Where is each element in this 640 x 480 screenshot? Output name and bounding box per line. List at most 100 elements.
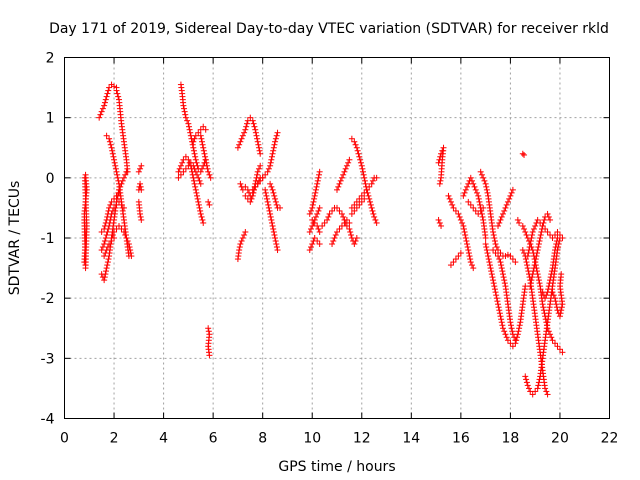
- data-point: [544, 228, 551, 235]
- data-point: [509, 256, 516, 263]
- data-point: [205, 325, 212, 332]
- data-point: [306, 228, 313, 235]
- data-point: [456, 213, 463, 220]
- data-point: [316, 171, 323, 178]
- data-point: [267, 159, 274, 166]
- data-point: [137, 210, 144, 217]
- data-point: [554, 343, 561, 350]
- chart-title: Day 171 of 2019, Sidereal Day-to-day VTE…: [49, 21, 609, 37]
- data-point: [352, 141, 359, 148]
- data-point: [255, 165, 262, 172]
- y-axis-title: SDTVAR / TECUs: [7, 181, 23, 296]
- data-point: [98, 108, 105, 115]
- data-point: [529, 271, 536, 278]
- data-point: [187, 159, 194, 166]
- data-point: [483, 183, 490, 190]
- data-point: [109, 147, 116, 154]
- data-point: [472, 186, 479, 193]
- data-point: [552, 295, 558, 302]
- data-point: [450, 259, 457, 266]
- data-point: [197, 132, 204, 139]
- data-point: [120, 174, 127, 181]
- data-point: [193, 189, 200, 196]
- data-point: [252, 129, 259, 136]
- data-point: [242, 126, 249, 133]
- data-point: [550, 292, 557, 299]
- data-point: [277, 204, 284, 211]
- data-point: [195, 129, 202, 136]
- data-point: [104, 262, 111, 269]
- data-point: [352, 238, 359, 245]
- data-point: [535, 241, 542, 248]
- data-point: [306, 247, 313, 254]
- data-point: [104, 213, 111, 220]
- data-point: [271, 141, 278, 148]
- data-point: [247, 114, 254, 121]
- data-point: [475, 195, 482, 202]
- data-point: [535, 244, 542, 251]
- data-point: [495, 304, 502, 311]
- data-point: [465, 250, 472, 257]
- data-point: [542, 385, 549, 392]
- data-point: [466, 253, 473, 260]
- data-point: [475, 192, 482, 199]
- data-point: [461, 189, 468, 196]
- data-point: [192, 153, 199, 160]
- data-point: [482, 241, 489, 248]
- x-tick-label: 10: [303, 431, 321, 447]
- data-point: [198, 165, 205, 172]
- data-point: [191, 135, 198, 142]
- data-point: [547, 216, 554, 223]
- data-point: [334, 186, 340, 193]
- data-point: [499, 268, 506, 275]
- data-point: [450, 204, 457, 211]
- data-point: [195, 201, 202, 208]
- data-point: [471, 183, 478, 190]
- data-point: [357, 159, 364, 166]
- data-point: [497, 216, 504, 223]
- data-point: [262, 186, 269, 193]
- data-point: [491, 238, 498, 245]
- data-point: [314, 177, 321, 184]
- data-point: [528, 277, 535, 284]
- data-point: [525, 247, 532, 254]
- data-point: [484, 189, 491, 196]
- data-point: [481, 177, 488, 184]
- data-point: [113, 168, 120, 175]
- data-point: [529, 231, 536, 238]
- data-point: [445, 192, 452, 199]
- data-point: [190, 138, 197, 145]
- data-point: [103, 132, 110, 139]
- data-point: [177, 171, 184, 178]
- data-point: [106, 84, 113, 91]
- data-point: [254, 171, 261, 178]
- data-point: [182, 114, 189, 121]
- data-point: [492, 250, 499, 257]
- data-point: [435, 216, 442, 223]
- data-point: [342, 165, 349, 172]
- data-point: [189, 141, 196, 148]
- data-point: [336, 207, 343, 214]
- data-point: [332, 231, 339, 238]
- y-tick-label: 1: [46, 111, 55, 127]
- y-tick-label: 0: [46, 171, 55, 187]
- data-point: [437, 177, 444, 184]
- data-point: [438, 222, 445, 229]
- data-point: [516, 322, 523, 329]
- data-point: [496, 256, 503, 263]
- data-point: [101, 238, 108, 245]
- data-point: [498, 265, 505, 272]
- data-point: [492, 241, 499, 248]
- data-point: [347, 228, 354, 235]
- data-point: [488, 271, 495, 278]
- data-point: [491, 283, 498, 290]
- data-point: [484, 250, 491, 257]
- data-point: [114, 90, 121, 97]
- data-point: [545, 283, 552, 290]
- data-point: [545, 213, 552, 220]
- data-point: [109, 231, 116, 238]
- data-point: [534, 247, 541, 254]
- data-point: [242, 192, 249, 199]
- data-point: [503, 334, 510, 341]
